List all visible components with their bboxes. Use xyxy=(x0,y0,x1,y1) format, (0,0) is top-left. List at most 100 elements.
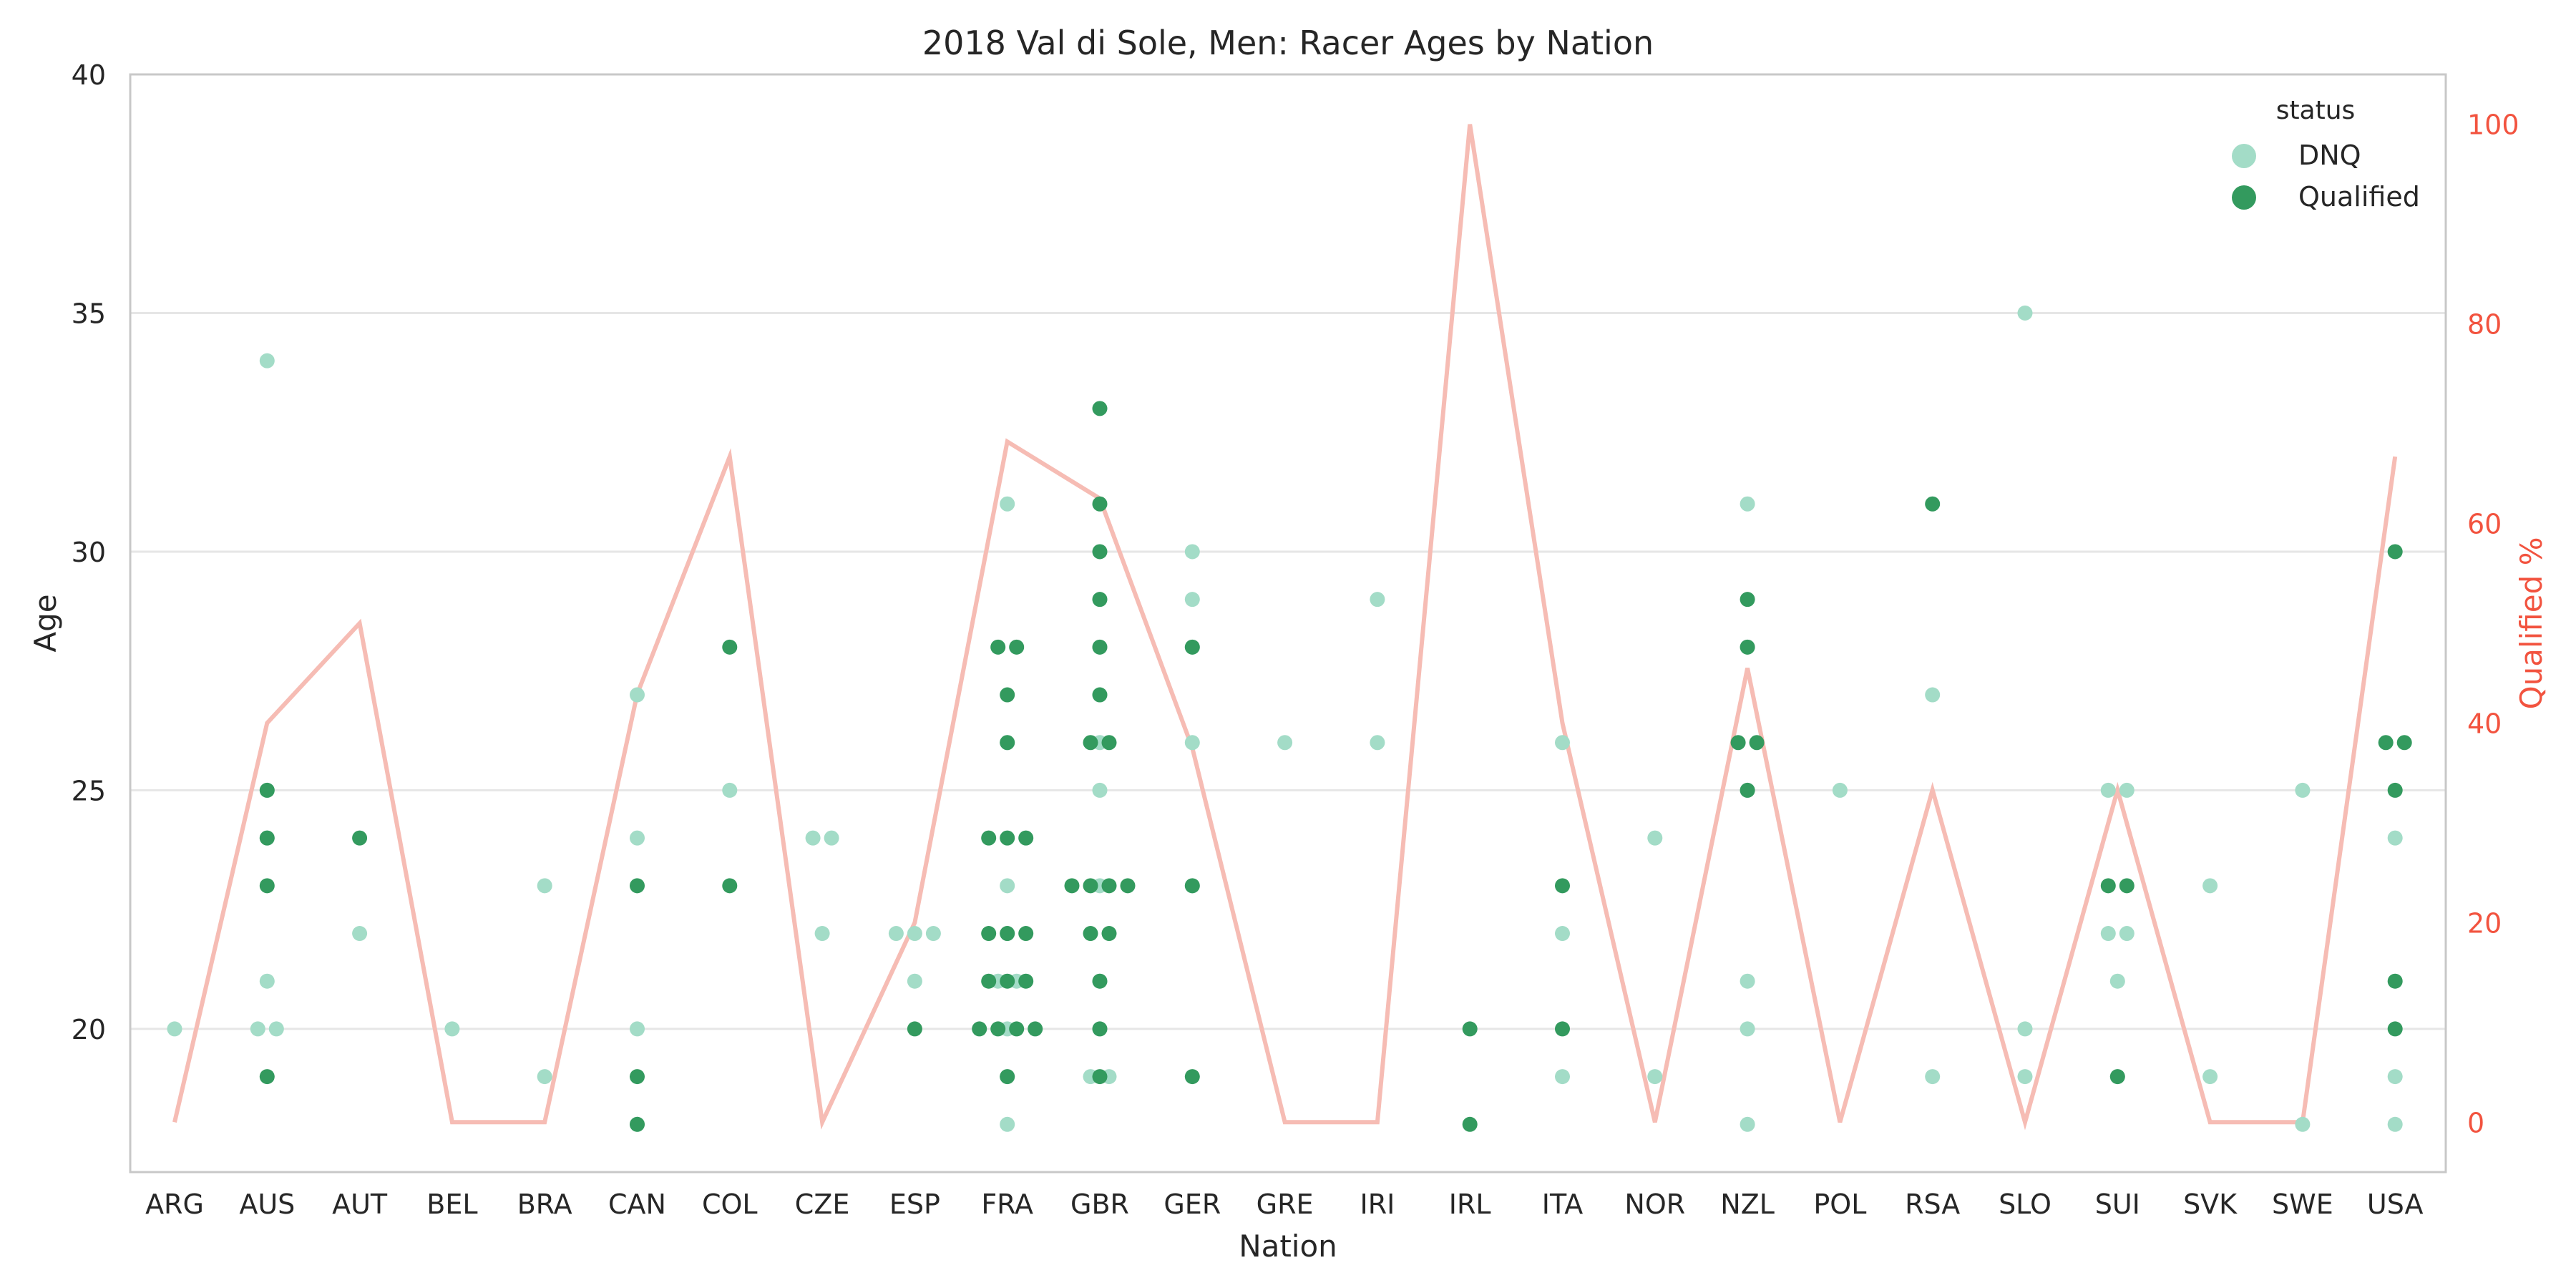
point-dnq xyxy=(1000,496,1015,512)
point-qualified xyxy=(2387,782,2403,798)
point-dnq xyxy=(1832,782,1848,798)
point-dnq xyxy=(2202,878,2218,894)
point-qualified xyxy=(1092,496,1108,512)
scatter-points xyxy=(167,305,2412,1132)
point-qualified xyxy=(1092,1069,1108,1085)
point-qualified xyxy=(1730,735,1746,751)
point-dnq xyxy=(1184,735,1200,751)
point-dnq xyxy=(167,1021,182,1037)
point-dnq xyxy=(2100,926,2116,942)
point-qualified xyxy=(1000,735,1015,751)
x-tick-label: ARG xyxy=(145,1189,204,1220)
point-dnq xyxy=(1000,1116,1015,1132)
y-axis-label: Age xyxy=(28,594,63,652)
y-tick-label: 20 xyxy=(72,1014,106,1045)
point-dnq xyxy=(1555,1069,1570,1085)
point-qualified xyxy=(1000,1069,1015,1085)
y-axis-ticks: 20 25 30 35 40 xyxy=(72,59,106,1045)
point-dnq xyxy=(1370,592,1385,608)
point-qualified xyxy=(1740,592,1755,608)
y-tick-label: 30 xyxy=(72,537,106,568)
x-tick-label: SVK xyxy=(2183,1189,2238,1220)
x-tick-label: GER xyxy=(1163,1189,1221,1220)
x-tick-label: CZE xyxy=(795,1189,850,1220)
legend-marker-dnq xyxy=(2232,144,2256,168)
x-axis-label: Nation xyxy=(1239,1229,1337,1264)
qualified-percent-polyline xyxy=(172,124,2398,1131)
point-qualified xyxy=(1083,878,1098,894)
legend-title: status xyxy=(2276,96,2356,125)
point-qualified xyxy=(1462,1116,1478,1132)
point-qualified xyxy=(1018,973,1034,989)
y2-tick-label: 60 xyxy=(2467,509,2502,540)
point-qualified xyxy=(2378,735,2394,751)
point-dnq xyxy=(2109,973,2125,989)
x-tick-label: BRA xyxy=(517,1189,572,1220)
y2-tick-label: 0 xyxy=(2467,1107,2484,1138)
point-dnq xyxy=(2119,926,2135,942)
plot-background xyxy=(130,74,2446,1172)
legend: status DNQ Qualified xyxy=(2232,96,2420,213)
point-dnq xyxy=(1647,1069,1663,1085)
point-qualified xyxy=(259,782,275,798)
x-tick-label: AUT xyxy=(332,1189,388,1220)
point-dnq xyxy=(630,830,645,846)
point-dnq xyxy=(2202,1069,2218,1085)
point-qualified xyxy=(259,878,275,894)
point-qualified xyxy=(722,639,738,655)
point-qualified xyxy=(990,1021,1006,1037)
y-tick-label: 40 xyxy=(72,59,106,91)
y2-tick-label: 80 xyxy=(2467,309,2502,341)
y-tick-label: 35 xyxy=(72,298,106,329)
point-qualified xyxy=(2387,544,2403,560)
point-dnq xyxy=(2017,305,2033,321)
point-dnq xyxy=(2387,1069,2403,1085)
point-qualified xyxy=(981,926,997,942)
point-dnq xyxy=(2295,1116,2311,1132)
point-dnq xyxy=(1925,687,1941,703)
point-qualified xyxy=(981,830,997,846)
point-qualified xyxy=(1092,401,1108,416)
point-dnq xyxy=(259,973,275,989)
point-qualified xyxy=(1462,1021,1478,1037)
qualified-percent-line xyxy=(172,124,2398,1131)
point-dnq xyxy=(925,926,941,942)
x-tick-label: GRE xyxy=(1257,1189,1314,1220)
point-qualified xyxy=(1092,1021,1108,1037)
point-qualified xyxy=(1184,639,1200,655)
point-dnq xyxy=(2119,782,2135,798)
x-axis-ticks: ARG AUS AUT BEL BRA CAN COL CZE ESP FRA GBR GER GRE I… xyxy=(145,1189,2423,1220)
point-qualified xyxy=(1925,496,1941,512)
point-qualified xyxy=(259,830,275,846)
point-qualified xyxy=(1749,735,1765,751)
point-qualified xyxy=(1000,830,1015,846)
point-dnq xyxy=(907,926,922,942)
y2-axis-label: Qualified % xyxy=(2514,537,2549,710)
point-dnq xyxy=(2387,1116,2403,1132)
point-qualified xyxy=(2387,1021,2403,1037)
point-qualified xyxy=(1092,973,1108,989)
point-qualified xyxy=(352,830,368,846)
point-qualified xyxy=(981,973,997,989)
point-qualified xyxy=(1018,830,1034,846)
point-qualified xyxy=(972,1021,987,1037)
point-dnq xyxy=(722,782,738,798)
point-dnq xyxy=(2387,830,2403,846)
x-tick-label: RSA xyxy=(1905,1189,1960,1220)
point-dnq xyxy=(630,687,645,703)
point-dnq xyxy=(352,926,368,942)
point-qualified xyxy=(1092,544,1108,560)
point-dnq xyxy=(1555,926,1570,942)
plot-frame xyxy=(129,73,2447,1174)
point-qualified xyxy=(1064,878,1080,894)
point-qualified xyxy=(1000,687,1015,703)
point-dnq xyxy=(1184,592,1200,608)
x-tick-label: IRI xyxy=(1360,1189,1395,1220)
point-dnq xyxy=(537,878,552,894)
x-tick-label: BEL xyxy=(426,1189,477,1220)
x-tick-label: ESP xyxy=(889,1189,940,1220)
point-qualified xyxy=(2109,1069,2125,1085)
point-qualified xyxy=(1101,926,1117,942)
point-qualified xyxy=(722,878,738,894)
